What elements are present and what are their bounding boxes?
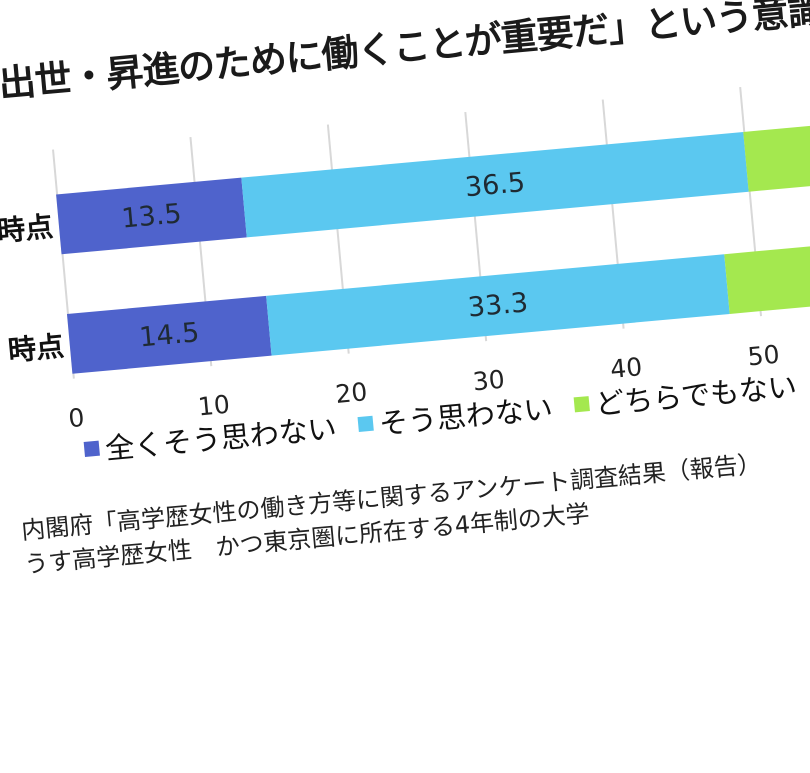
legend-label: 全くそう思わない: [103, 411, 338, 467]
source-note: 内閣府「高学歴女性の働き方等に関するアンケート調査結果（報告） うす高学歴女性 …: [20, 447, 766, 582]
plot-area: 時点 13.5 36.5 27.5 時点 14.5 33.3 34 0 10 2…: [0, 68, 810, 433]
bar-segment-disagree: 36.5: [241, 131, 749, 238]
row-label-1: 時点: [0, 209, 55, 248]
legend-item-disagree: そう思わない: [356, 385, 554, 445]
bar-segment-strongly-disagree: 13.5: [56, 177, 247, 255]
chart-photo: 出世・昇進のために働くことが重要だ」という意識 時点 13.5 36.5 27.…: [0, 0, 810, 579]
bar-segment-neutral: 34: [724, 211, 810, 314]
row-label-2: 時点: [6, 329, 66, 368]
legend-label: そう思わない: [377, 391, 555, 442]
legend-item-neutral: どちらでもない: [572, 363, 798, 425]
legend-swatch-icon: [573, 395, 590, 412]
legend-swatch-icon: [83, 440, 100, 457]
bar-segment-disagree: 33.3: [266, 254, 730, 356]
bar-segment-neutral: 27.5: [743, 97, 810, 192]
bar-segment-strongly-disagree: 14.5: [66, 295, 272, 374]
legend-swatch-icon: [357, 415, 374, 432]
bar-row-1: 13.5 36.5 27.5: [56, 97, 810, 255]
